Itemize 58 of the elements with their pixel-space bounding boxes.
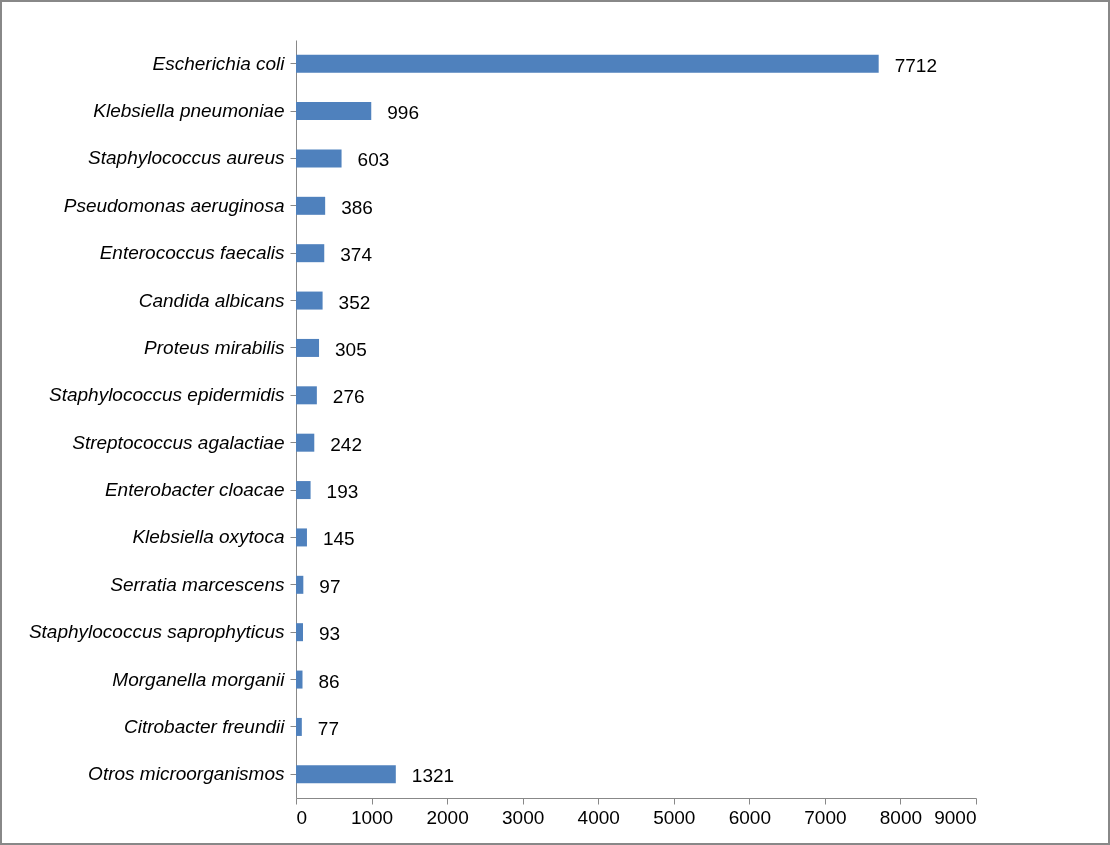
y-tick-label: Staphylococcus aureus <box>88 147 285 169</box>
data-label: 77 <box>317 717 339 739</box>
y-tick-label: Serratia marcescens <box>110 573 285 595</box>
y-tick-label: Otros microorganismos <box>88 763 285 785</box>
y-tick-label: Staphylococcus saprophyticus <box>28 621 285 643</box>
bar <box>296 670 303 689</box>
y-tick-label: Citrobacter freundii <box>123 715 286 737</box>
bar <box>296 149 342 168</box>
data-label: 86 <box>318 670 340 692</box>
x-tick-label: 6000 <box>728 806 771 828</box>
data-label: 386 <box>341 196 373 218</box>
y-tick-label: Staphylococcus epidermidis <box>48 384 285 406</box>
y-tick-label: Enterobacter cloacae <box>104 479 285 501</box>
x-tick-label: 3000 <box>502 806 545 828</box>
bar <box>296 338 320 357</box>
data-label: 603 <box>357 149 390 171</box>
y-tick-label: Pseudomonas aeruginosa <box>63 194 285 216</box>
bar <box>296 528 307 547</box>
y-tick-label: Enterococcus faecalis <box>99 242 285 264</box>
data-label: 145 <box>322 528 355 550</box>
y-tick-label: Klebsiella oxytoca <box>132 526 285 548</box>
y-tick-label: Streptococcus agalactiae <box>72 431 285 453</box>
data-label: 305 <box>335 338 367 360</box>
x-tick-label: 1000 <box>350 806 394 828</box>
data-label: 276 <box>332 386 365 408</box>
bar <box>296 386 317 405</box>
bar <box>296 196 326 215</box>
data-label: 7712 <box>894 54 937 76</box>
x-tick-label: 2000 <box>426 806 469 828</box>
data-label: 374 <box>340 244 373 266</box>
data-label: 193 <box>326 481 359 503</box>
x-tick-label: 8000 <box>879 806 923 828</box>
bar <box>296 433 315 452</box>
x-tick-label: 4000 <box>577 806 620 828</box>
data-label: 996 <box>387 102 419 124</box>
y-tick-label: Escherichia coli <box>152 52 286 74</box>
y-tick-label: Klebsiella pneumoniae <box>93 100 285 122</box>
bar <box>296 102 372 121</box>
data-label: 97 <box>319 575 341 597</box>
data-label: 242 <box>330 433 362 455</box>
y-tick-label: Candida albicans <box>138 289 285 311</box>
x-tick-label: 5000 <box>653 806 696 828</box>
x-tick-label: 7000 <box>804 806 847 828</box>
bar <box>296 623 304 642</box>
bar <box>296 244 325 263</box>
y-tick-label: Proteus mirabilis <box>144 336 285 358</box>
bar <box>296 765 396 784</box>
bar <box>296 717 302 736</box>
x-tick-label: 0 <box>296 806 308 828</box>
bar <box>296 481 311 500</box>
bar <box>296 291 323 310</box>
data-label: 93 <box>319 623 341 645</box>
x-tick-label: 9000 <box>934 806 977 828</box>
data-label: 1321 <box>411 765 455 787</box>
data-label: 352 <box>338 291 371 313</box>
y-tick-label: Morganella morganii <box>112 668 286 690</box>
bar <box>296 54 879 73</box>
bar <box>296 575 304 594</box>
